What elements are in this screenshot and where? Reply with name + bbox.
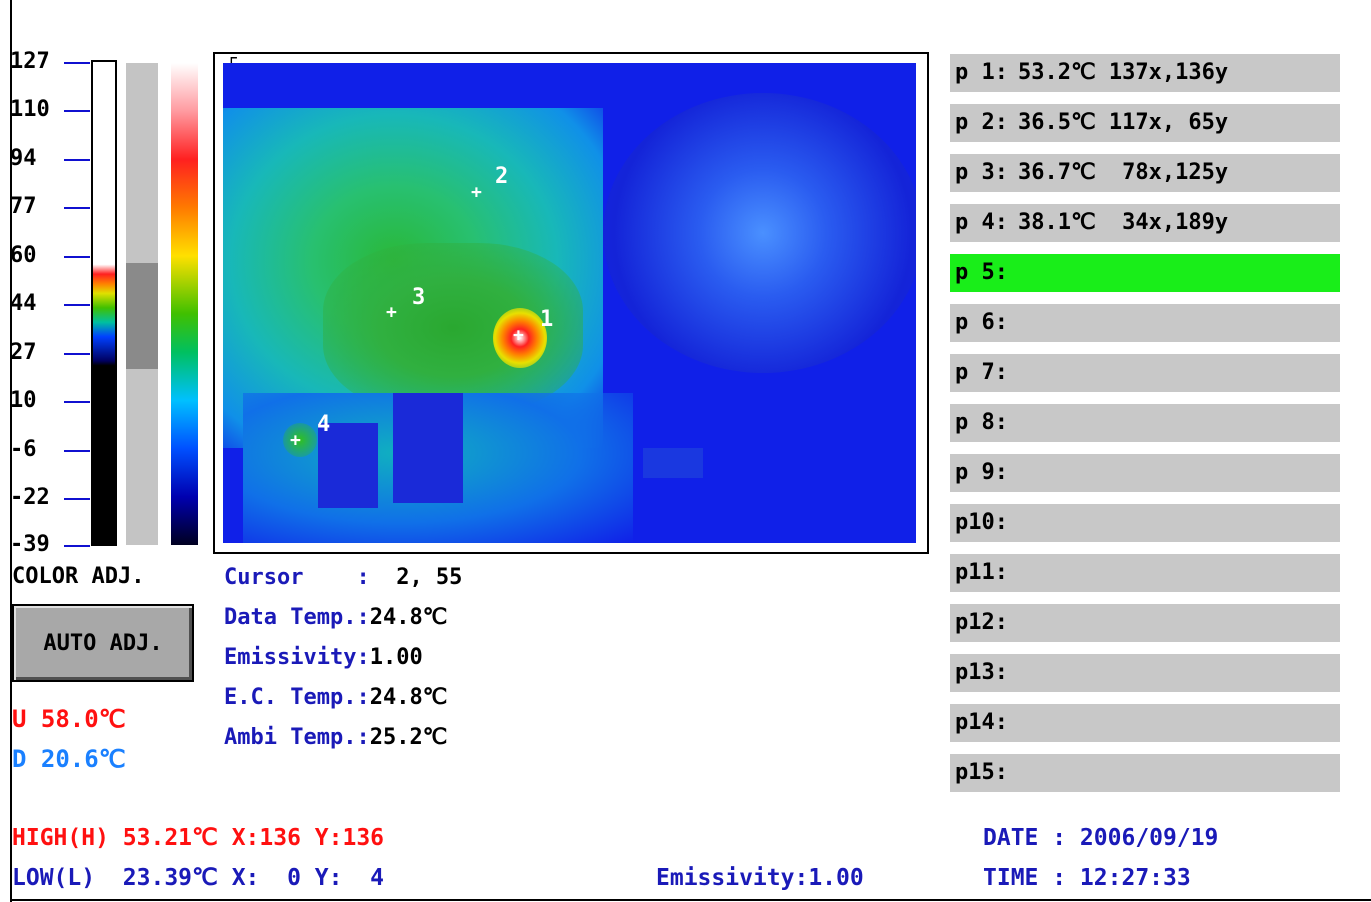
point-label: p 5: <box>955 260 1008 285</box>
point-row-11[interactable]: p11: <box>950 554 1340 592</box>
point-label: p 9: <box>955 460 1008 485</box>
point-row-12[interactable]: p12: <box>950 604 1340 642</box>
point-row-15[interactable]: p15: <box>950 754 1340 792</box>
cursor-label: Cursor : <box>224 565 370 590</box>
scale-label-127: 127 <box>10 49 90 74</box>
left-border <box>10 0 12 902</box>
ambi-temp-label: Ambi Temp.: <box>224 725 370 750</box>
point-row-7[interactable]: p 7: <box>950 354 1340 392</box>
marker-cross-2: + <box>471 182 482 203</box>
point-label: p14: <box>955 710 1008 735</box>
point-row-1[interactable]: p 1: 53.2℃ 137x,136y <box>950 54 1340 92</box>
level-slider-handle[interactable] <box>126 263 158 369</box>
status-emissivity: Emissivity:1.00 <box>656 865 864 891</box>
point-label: p12: <box>955 610 1008 635</box>
marker-label-1: 1 <box>540 307 554 332</box>
point-label: p 6: <box>955 310 1008 335</box>
point-row-13[interactable]: p13: <box>950 654 1340 692</box>
hot-spot <box>493 308 547 368</box>
marker-label-4: 4 <box>317 412 331 437</box>
info-cursor: Cursor : 2, 55 <box>224 565 462 591</box>
point-row-5[interactable]: p 5: <box>950 254 1340 292</box>
point-value: 36.5℃ 117x, 65y <box>1017 110 1229 135</box>
status-time: TIME : 12:27:33 <box>983 865 1191 891</box>
emissivity-label: Emissivity: <box>224 645 370 670</box>
status-high: HIGH(H) 53.21℃ X:136 Y:136 <box>12 825 385 851</box>
point-label: p 4: <box>955 210 1008 235</box>
point-label: p15: <box>955 760 1008 785</box>
frame-corner-mark: ┌ <box>226 48 237 69</box>
info-ambi-temp: Ambi Temp.:25.2℃ <box>224 725 447 751</box>
ec-temp-value: 24.8℃ <box>369 685 448 710</box>
scale-label-110: 110 <box>10 97 90 122</box>
scale-label-minus39: -39 <box>10 532 90 557</box>
scale-label-94: 94 <box>10 146 89 171</box>
point-label: p 7: <box>955 360 1008 385</box>
point-row-9[interactable]: p 9: <box>950 454 1340 492</box>
point-row-14[interactable]: p14: <box>950 704 1340 742</box>
cursor-value: 2, 55 <box>369 565 463 590</box>
scale-label-60: 60 <box>10 243 89 268</box>
status-date: DATE : 2006/09/19 <box>983 825 1219 851</box>
info-emissivity: Emissivity:1.00 <box>224 645 423 671</box>
point-label: p 2: <box>955 110 1008 135</box>
status-low: LOW(L) 23.39℃ X: 0 Y: 4 <box>12 865 385 891</box>
scale-label-27: 27 <box>10 340 89 365</box>
component-dark-2 <box>318 423 378 508</box>
point-value: 36.7℃ 78x,125y <box>1017 160 1229 185</box>
point-label: p11: <box>955 560 1008 585</box>
color-adj-label: COLOR ADJ. <box>12 564 145 589</box>
marker-cross-3: + <box>386 302 397 323</box>
marker-cross-4: + <box>290 430 301 451</box>
point-row-4[interactable]: p 4: 38.1℃ 34x,189y <box>950 204 1340 242</box>
temperature-range-bar[interactable] <box>91 60 117 546</box>
scale-label-77: 77 <box>10 194 89 219</box>
component-dark-1 <box>393 393 463 503</box>
point-row-10[interactable]: p10: <box>950 504 1340 542</box>
scale-label-minus22: -22 <box>10 485 90 510</box>
upper-limit-value: U 58.0℃ <box>12 705 126 733</box>
point-label: p 3: <box>955 160 1008 185</box>
warm-spot-4 <box>283 423 317 457</box>
point-row-6[interactable]: p 6: <box>950 304 1340 342</box>
component-dark-3 <box>643 448 703 478</box>
ambi-temp-value: 25.2℃ <box>369 725 448 750</box>
data-temp-value: 24.8℃ <box>369 605 448 630</box>
scale-label-minus6: -6 <box>10 437 89 462</box>
heat-region-fan <box>603 93 916 373</box>
point-value: 38.1℃ 34x,189y <box>1017 210 1229 235</box>
marker-label-2: 2 <box>495 164 509 189</box>
thermal-image[interactable] <box>223 63 916 543</box>
auto-adj-button[interactable]: AUTO ADJ. <box>12 604 194 682</box>
info-ec-temp: E.C. Temp.:24.8℃ <box>224 685 447 711</box>
marker-label-3: 3 <box>412 285 426 310</box>
point-label: p 1: <box>955 60 1008 85</box>
bottom-border <box>10 899 1371 901</box>
lower-limit-value: D 20.6℃ <box>12 745 126 773</box>
point-label: p10: <box>955 510 1008 535</box>
point-row-8[interactable]: p 8: <box>950 404 1340 442</box>
scale-label-44: 44 <box>10 291 89 316</box>
point-row-3[interactable]: p 3: 36.7℃ 78x,125y <box>950 154 1340 192</box>
point-row-2[interactable]: p 2: 36.5℃ 117x, 65y <box>950 104 1340 142</box>
scale-label-10: 10 <box>10 388 89 413</box>
point-label: p13: <box>955 660 1008 685</box>
marker-cross-1: + <box>513 325 524 346</box>
emissivity-value: 1.00 <box>369 645 423 670</box>
point-label: p 8: <box>955 410 1008 435</box>
info-data-temp: Data Temp.:24.8℃ <box>224 605 447 631</box>
data-temp-label: Data Temp.: <box>224 605 370 630</box>
point-value: 53.2℃ 137x,136y <box>1017 60 1229 85</box>
ec-temp-label: E.C. Temp.: <box>224 685 370 710</box>
color-palette-bar <box>171 63 198 545</box>
